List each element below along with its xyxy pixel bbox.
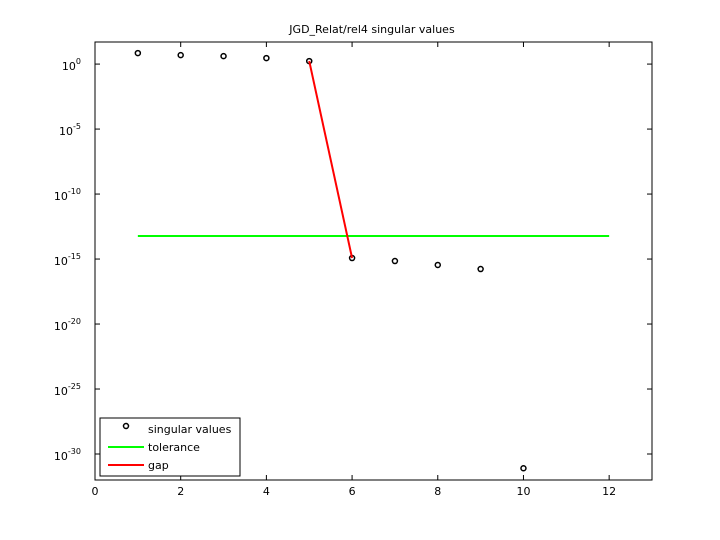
series-line — [308, 60, 354, 259]
chart-title: JGD_Relat/rel4 singular values — [288, 23, 455, 36]
data-point — [477, 265, 484, 273]
data-point — [391, 257, 399, 265]
y-tick-label: 10-25 — [54, 382, 81, 398]
x-tick-label: 2 — [177, 485, 184, 498]
y-tick-label: 10-10 — [54, 187, 81, 203]
data-point — [220, 52, 227, 60]
data-point — [520, 465, 527, 472]
x-tick-label: 12 — [602, 485, 616, 498]
legend-label: tolerance — [148, 441, 200, 454]
x-tick-label: 0 — [92, 485, 99, 498]
legend-marker — [122, 422, 130, 430]
y-tick-label: 10-15 — [54, 252, 81, 268]
data-point — [434, 261, 442, 269]
legend-label: singular values — [148, 423, 232, 436]
legend: singular values tolerance gap — [99, 417, 241, 477]
y-tick-label: 10-30 — [54, 447, 81, 463]
plot-area — [94, 41, 653, 481]
x-tick-label: 6 — [349, 485, 356, 498]
data-point — [177, 51, 184, 59]
y-tick-label: 10-20 — [54, 317, 81, 333]
y-tick-label: 10-5 — [59, 122, 81, 138]
legend-label: gap — [148, 459, 169, 472]
x-tick-label: 4 — [263, 485, 270, 498]
x-tick-label: 10 — [516, 485, 530, 498]
y-tick-label: 100 — [62, 57, 81, 73]
data-point — [263, 54, 270, 62]
x-tick-label: 8 — [434, 485, 441, 498]
data-point — [134, 49, 142, 57]
